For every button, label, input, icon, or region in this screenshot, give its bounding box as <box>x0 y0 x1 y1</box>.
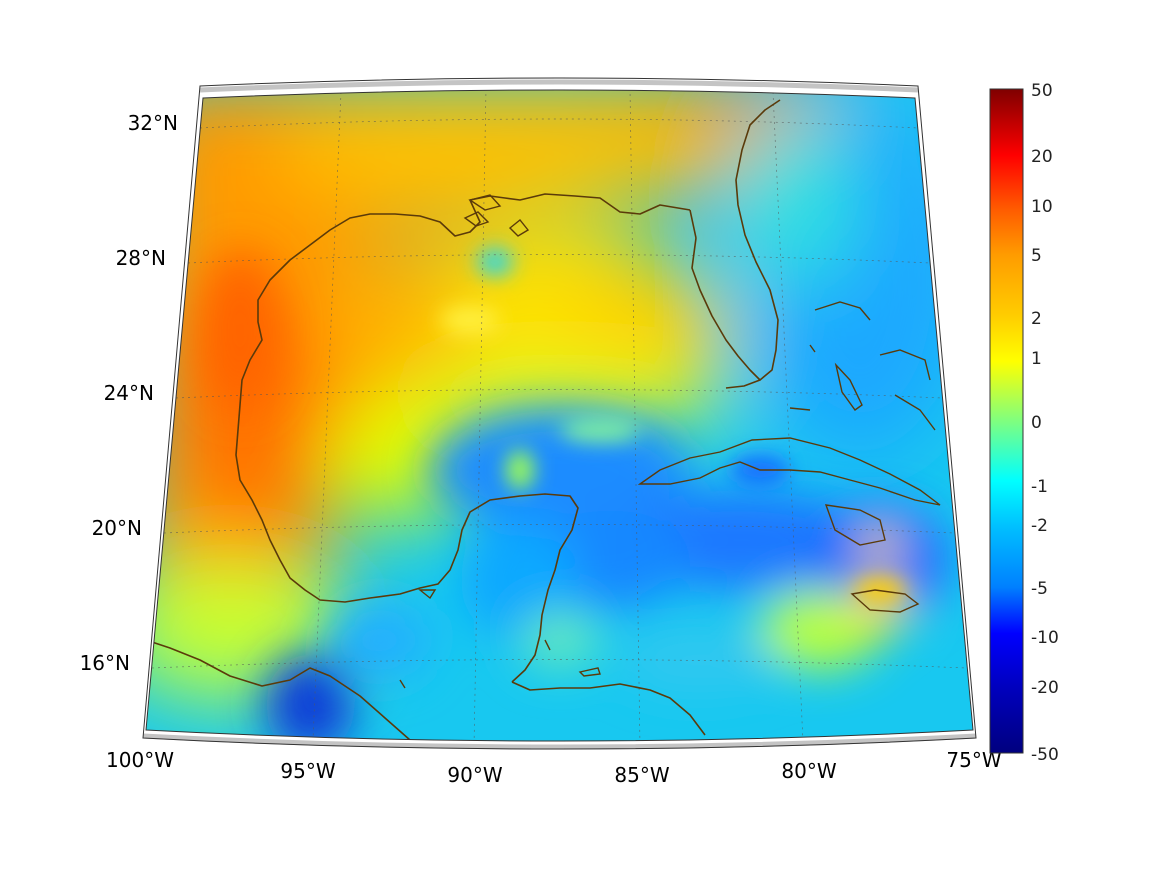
cuba-coastline <box>637 437 941 506</box>
colorbar-ramp <box>989 88 1024 754</box>
bahamas-coastline <box>789 301 936 431</box>
lon-label-85: 85°W <box>614 763 669 787</box>
colorbar-tick-neg20: -20 <box>1031 678 1059 698</box>
colorbar-tick-neg5: -5 <box>1031 579 1048 599</box>
colorbar-tick-neg1: -1 <box>1031 477 1048 497</box>
map-frame <box>142 77 977 750</box>
colorbar: 50 20 10 5 2 1 0 -1 -2 -5 -10 -20 -50 <box>989 81 1059 765</box>
colorbar-tick-2: 2 <box>1031 309 1042 329</box>
colorbar-tick-neg10: -10 <box>1031 628 1059 648</box>
latitude-labels: 32°N 28°N 24°N 20°N 16°N <box>80 111 178 675</box>
gulf-coastline <box>235 193 761 683</box>
lat-label-28: 28°N <box>116 246 166 270</box>
colorbar-tick-20: 20 <box>1031 147 1053 167</box>
colorbar-tick-0: 0 <box>1031 413 1042 433</box>
central-america-coastline <box>511 681 706 736</box>
lon-label-100: 100°W <box>106 748 174 772</box>
lat-label-20: 20°N <box>92 516 142 540</box>
lon-label-90: 90°W <box>447 763 502 787</box>
colorbar-tick-neg2: -2 <box>1031 516 1048 536</box>
data-field <box>146 90 973 741</box>
pacific-coastline <box>146 639 411 741</box>
colorbar-tick-1: 1 <box>1031 349 1042 369</box>
graticule <box>151 90 967 741</box>
lat-label-32: 32°N <box>128 111 178 135</box>
lon-label-80: 80°W <box>781 759 836 783</box>
lon-label-95: 95°W <box>280 759 335 783</box>
colorbar-tick-neg50: -50 <box>1031 745 1059 765</box>
lat-label-16: 16°N <box>80 651 130 675</box>
colorbar-tick-50: 50 <box>1031 81 1053 101</box>
colorbar-tick-10: 10 <box>1031 197 1053 217</box>
florida-coastline <box>735 99 781 381</box>
colorbar-tick-5: 5 <box>1031 246 1042 266</box>
lat-label-24: 24°N <box>104 381 154 405</box>
jamaica-coastline <box>850 589 920 613</box>
coastlines <box>146 99 941 741</box>
longitude-labels: 100°W 95°W 90°W 85°W 80°W 75°W <box>106 748 1002 787</box>
